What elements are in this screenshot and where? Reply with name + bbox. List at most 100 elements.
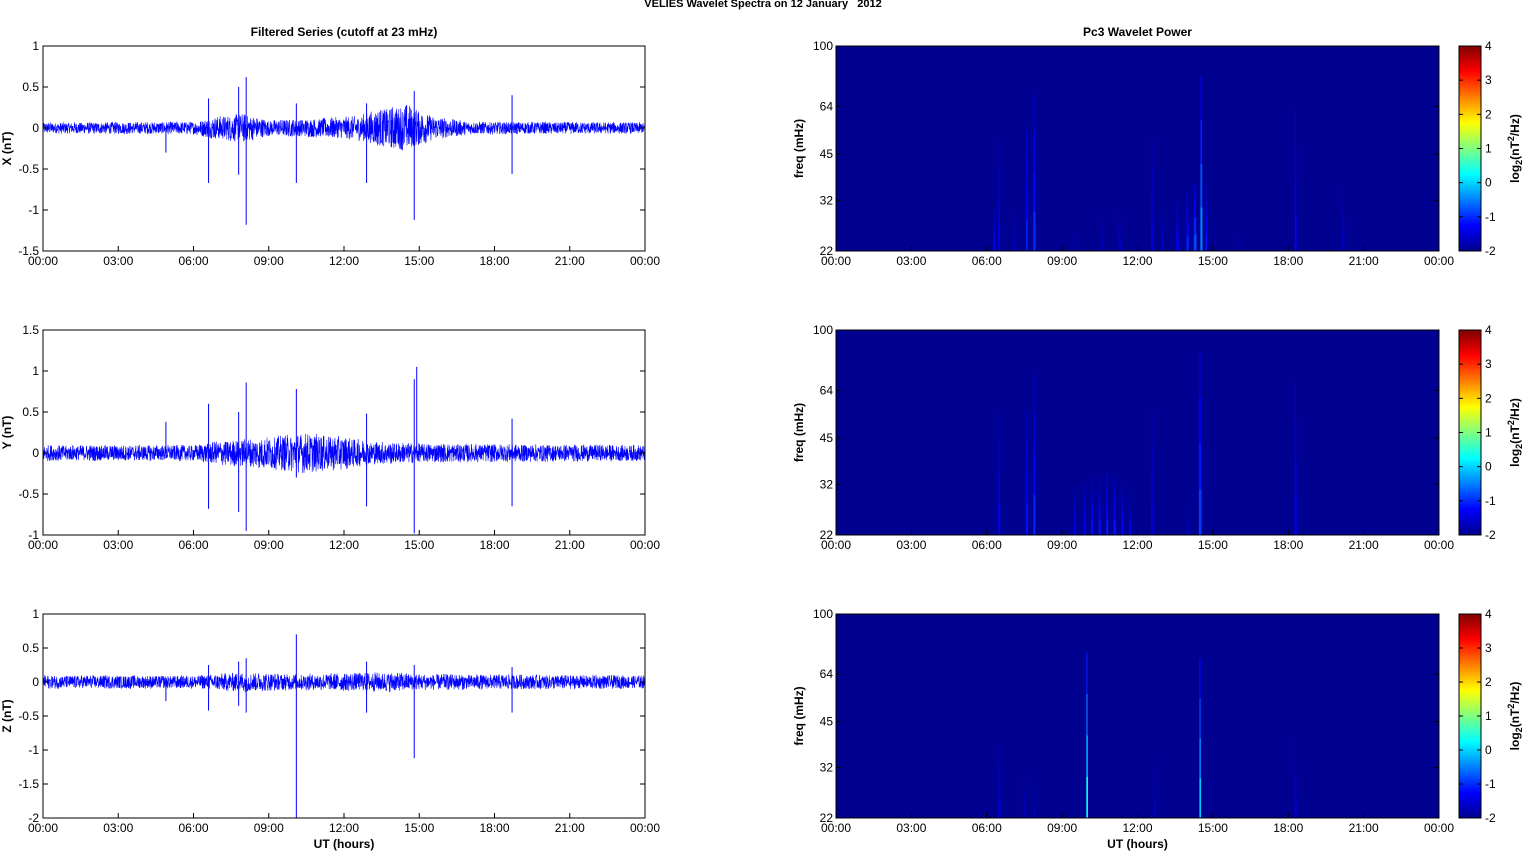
- x-tick-label: 09:00: [1047, 821, 1077, 835]
- power-streak: [998, 762, 1000, 782]
- power-streak: [1121, 496, 1123, 510]
- x-tick-label: 00:00: [1424, 538, 1454, 552]
- x-tick-label: 18:00: [479, 821, 509, 835]
- x-axis-label: UT (hours): [1107, 837, 1168, 851]
- panel-title: Pc3 Wavelet Power: [1083, 25, 1192, 39]
- x-tick-label: 06:00: [178, 821, 208, 835]
- power-streak: [1025, 472, 1028, 504]
- y-axis-label: X (nT): [0, 132, 14, 166]
- y-tick-label: -1: [28, 203, 39, 217]
- power-streak: [1205, 234, 1208, 251]
- x-tick-label: 00:00: [630, 821, 660, 835]
- power-streak: [1023, 767, 1025, 781]
- y-tick-label: 1: [32, 39, 39, 53]
- x-tick-label: 00:00: [1424, 821, 1454, 835]
- power-streak: [1193, 200, 1196, 218]
- x-tick-label: 18:00: [1273, 254, 1303, 268]
- colorbar-tick-label: -1: [1485, 210, 1496, 224]
- power-streak: [998, 410, 1000, 442]
- colorbar-tick-label: -1: [1485, 494, 1496, 508]
- colorbar-label-part: (nT: [1508, 708, 1522, 727]
- x-tick-label: 00:00: [28, 254, 58, 268]
- colorbar-label: log2(nT2/Hz): [1506, 682, 1524, 751]
- power-streak: [1106, 519, 1109, 535]
- colorbar-tick-label: -2: [1485, 811, 1496, 825]
- x-tick-label: 12:00: [1122, 254, 1152, 268]
- x-tick-label: 21:00: [555, 821, 585, 835]
- power-streak: [1294, 215, 1297, 251]
- power-streak: [1091, 505, 1093, 521]
- power-streak: [1025, 410, 1028, 442]
- power-streak: [1013, 240, 1016, 251]
- x-tick-label: 09:00: [254, 821, 284, 835]
- colorbar-tick-label: 3: [1485, 641, 1492, 655]
- y-tick-label: 1: [32, 607, 39, 621]
- heatmap-background: [836, 46, 1439, 251]
- power-streak: [1023, 780, 1025, 793]
- power-streak: [1073, 524, 1076, 535]
- colorbar-tick-label: 0: [1485, 460, 1492, 474]
- power-streak: [1033, 494, 1036, 535]
- power-streak: [1086, 776, 1088, 818]
- x-tick-label: 15:00: [1198, 538, 1228, 552]
- y-tick-label: 1: [32, 364, 39, 378]
- colorbar-tick-label: -2: [1485, 528, 1496, 542]
- power-streak: [1013, 209, 1015, 220]
- power-streak: [1342, 203, 1345, 220]
- x-tick-label: 18:00: [1273, 821, 1303, 835]
- power-streak: [1294, 496, 1297, 535]
- power-streak: [1198, 397, 1201, 444]
- colorbar-label-part: 2: [1506, 704, 1516, 709]
- colorbar-label-part: 2: [1514, 444, 1524, 449]
- power-streak: [1073, 239, 1076, 246]
- colorbar-label-part: log: [1508, 449, 1522, 467]
- x-axis-label: UT (hours): [314, 837, 375, 851]
- colorbar-label-part: 2: [1514, 160, 1524, 165]
- power-streak: [1161, 230, 1164, 241]
- power-streak: [1033, 374, 1035, 415]
- x-tick-label: 00:00: [630, 538, 660, 552]
- power-streak: [998, 195, 1000, 224]
- y-tick-label: 64: [820, 383, 834, 397]
- power-streak: [998, 139, 1000, 168]
- x-tick-label: 12:00: [329, 538, 359, 552]
- power-streak: [1013, 230, 1016, 241]
- power-streak: [1106, 503, 1108, 520]
- power-streak: [1113, 505, 1116, 521]
- x-tick-label: 15:00: [404, 821, 434, 835]
- x-tick-label: 00:00: [630, 254, 660, 268]
- power-streak: [1186, 526, 1189, 535]
- y-tick-label: -0.5: [18, 162, 39, 176]
- y-tick-label: 0.5: [22, 80, 39, 94]
- power-streak: [998, 744, 1000, 763]
- power-streak: [1026, 188, 1028, 220]
- x-tick-label: 12:00: [329, 254, 359, 268]
- x-tick-label: 03:00: [896, 254, 926, 268]
- power-streak: [1091, 476, 1093, 491]
- power-streak: [998, 799, 1001, 818]
- series-panel-1: 1.510.50-0.5-100:00 03:00 06:00 09:00 12:00 1…: [0, 323, 660, 552]
- y-tick-label: 45: [820, 147, 834, 161]
- series-line: [43, 672, 645, 693]
- power-streak: [1086, 694, 1088, 736]
- panel-title: Filtered Series (cutoff at 23 mHz): [251, 25, 438, 39]
- heatmap-background: [836, 330, 1439, 535]
- power-streak: [992, 219, 995, 231]
- power-streak: [1098, 476, 1101, 491]
- x-tick-label: 18:00: [1273, 538, 1303, 552]
- colorbar-label-part: log: [1508, 165, 1522, 183]
- y-axis-label: freq (mHz): [792, 686, 806, 745]
- power-streak: [1237, 242, 1239, 251]
- power-streak: [1128, 524, 1131, 535]
- power-streak: [1118, 240, 1122, 251]
- power-streak: [1033, 807, 1036, 818]
- y-tick-label: 64: [820, 99, 834, 113]
- power-streak: [1151, 223, 1154, 251]
- power-streak: [1200, 76, 1202, 120]
- power-streak: [1033, 133, 1035, 173]
- power-streak: [1086, 735, 1088, 777]
- colorbar-tick-label: -1: [1485, 777, 1496, 791]
